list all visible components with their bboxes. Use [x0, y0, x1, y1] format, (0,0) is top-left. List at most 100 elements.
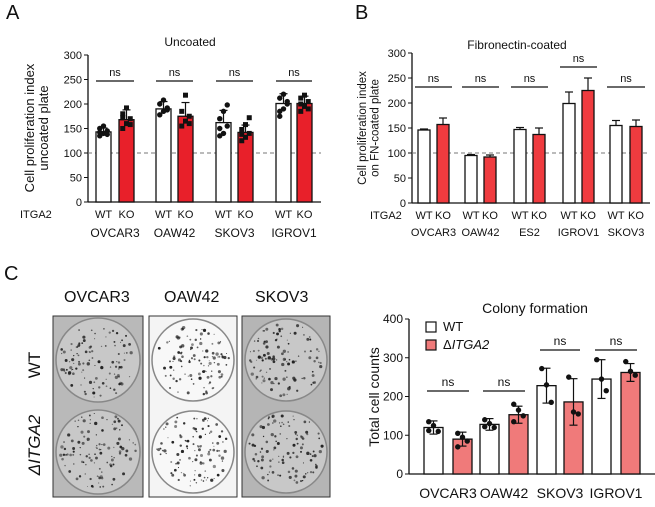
colony-dot [128, 457, 133, 461]
colony-dot [261, 455, 265, 459]
colony-dot [86, 439, 89, 441]
colony-dot [173, 369, 175, 371]
colony-dot [201, 427, 204, 430]
colony-dot [60, 445, 64, 449]
colony-dot [94, 421, 98, 426]
colony-dot [267, 416, 271, 419]
colony-dot [74, 420, 76, 422]
colony-dot [157, 346, 161, 350]
data-point [120, 115, 126, 121]
colony-dot [88, 456, 91, 459]
subcategory-label: WT [415, 210, 432, 222]
colony-dot [203, 417, 207, 421]
colony-dot [111, 483, 113, 486]
colony-dot [199, 461, 203, 465]
colony-dot [195, 454, 199, 457]
colony-dot [81, 441, 85, 445]
data-point [186, 121, 192, 127]
panel-label-a: A [6, 2, 20, 24]
colony-dot [253, 460, 256, 462]
colony-dot [212, 387, 215, 389]
significance-label: ns [610, 334, 623, 348]
colony-dot [217, 356, 219, 358]
colony-dot [206, 375, 210, 379]
data-point [120, 111, 126, 117]
significance-label: ns [288, 67, 300, 79]
colony-dot [211, 342, 214, 345]
data-point [302, 92, 307, 98]
colony-dot [105, 385, 108, 388]
colony-dot [202, 480, 205, 482]
colony-dot [205, 391, 208, 395]
subcategory-label: WT [462, 210, 479, 222]
colony-dot [207, 332, 210, 335]
colony-dot [207, 450, 211, 453]
colony-dot [192, 383, 195, 385]
data-point [217, 116, 223, 122]
colony-dot [123, 352, 125, 354]
colony-dot [254, 453, 258, 456]
colony-dot [269, 367, 272, 370]
colony-dot [263, 329, 266, 332]
colony-dot [113, 420, 117, 424]
colony-dot [80, 460, 84, 464]
subcategory-label: KO [297, 209, 313, 221]
colony-dot [64, 359, 68, 362]
colony-dot [180, 449, 185, 454]
colony-dot [111, 455, 113, 458]
colony-dot [309, 470, 313, 474]
colony-dot [94, 338, 96, 340]
data-point [124, 105, 129, 111]
colony-dot [306, 472, 309, 474]
colony-dot [269, 465, 272, 468]
colony-dot [169, 365, 173, 369]
data-point [543, 382, 550, 388]
colony-dot [89, 419, 91, 421]
colony-dot [301, 479, 304, 482]
data-point [455, 444, 461, 450]
colony-dot [121, 447, 125, 451]
colony-dot [72, 372, 75, 376]
colony-dot [273, 446, 277, 450]
colony-dot [286, 361, 288, 363]
colony-dot [252, 457, 255, 461]
colony-dot [99, 451, 103, 455]
colony-dot [312, 381, 315, 384]
data-point [598, 376, 605, 382]
colony-dot [121, 424, 123, 427]
colony-dot [68, 470, 72, 473]
legend-swatch-wt [425, 321, 437, 333]
colony-dot [193, 358, 196, 361]
colony-dot [205, 370, 207, 373]
data-point [183, 92, 188, 98]
colony-dot [65, 368, 68, 371]
colony-dot [175, 379, 178, 383]
colony-dot [101, 429, 104, 432]
colony-dot [211, 442, 214, 444]
colony-dot [192, 354, 196, 357]
colony-dot [192, 443, 195, 446]
colony-dot [80, 384, 82, 386]
y-axis-label: on FN-coated plate [370, 79, 382, 177]
data-point [183, 118, 188, 124]
culture-well [244, 410, 328, 494]
bar [629, 125, 643, 204]
colony-dot [202, 350, 204, 352]
colony-dot [202, 370, 206, 374]
colony-dot [101, 416, 104, 420]
data-point [164, 107, 170, 113]
data-point [224, 102, 230, 108]
colony-dot [184, 373, 186, 375]
colony-dot [280, 335, 283, 338]
colony-dot [220, 456, 225, 460]
bar [609, 124, 623, 204]
colony-dot [293, 331, 297, 335]
colony-dot [221, 460, 224, 462]
colony-dot [194, 427, 197, 431]
colony-dot [280, 327, 284, 331]
chart-title: Uncoated [164, 35, 215, 49]
chart-title: Colony formation [482, 300, 588, 316]
colony-dot [286, 451, 290, 455]
colony-dot [286, 339, 288, 341]
significance-label: ns [620, 73, 632, 85]
